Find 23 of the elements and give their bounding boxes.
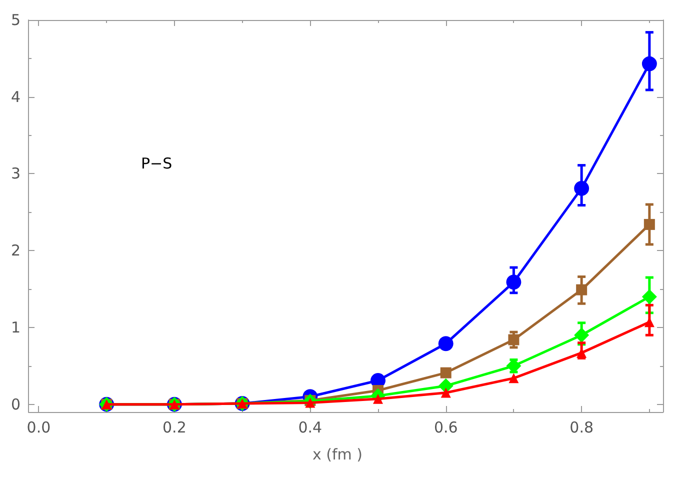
- point: [642, 56, 657, 72]
- point: [440, 388, 451, 398]
- point: [508, 373, 519, 384]
- point: [440, 367, 452, 378]
- point: [506, 274, 522, 290]
- x-tick-label: 0.0: [26, 418, 51, 436]
- point: [574, 180, 590, 196]
- y-tick-label: 1: [10, 318, 21, 336]
- x-tick-label: 0.2: [162, 418, 186, 436]
- y-tick-label: 5: [10, 11, 21, 29]
- y-tick-label: 2: [10, 242, 21, 260]
- x-tick-label: 0.4: [298, 418, 322, 436]
- point: [644, 218, 655, 230]
- x-tick-label: 0.6: [434, 418, 458, 436]
- y-tick-label: 4: [10, 88, 21, 106]
- x-tick-label: 0.8: [570, 418, 594, 436]
- y-tick-label: 3: [10, 164, 21, 183]
- x-axis-title: x (fm ): [312, 446, 363, 464]
- annotation: P−S: [141, 154, 172, 172]
- point: [508, 334, 520, 346]
- y-tick-label: 0: [10, 395, 21, 414]
- point: [438, 336, 454, 352]
- point: [576, 284, 588, 296]
